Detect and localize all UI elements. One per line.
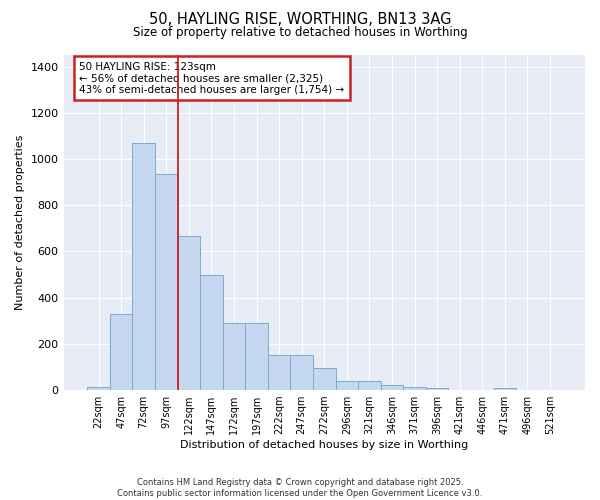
Bar [87,386,110,390]
Text: 50, HAYLING RISE, WORTHING, BN13 3AG: 50, HAYLING RISE, WORTHING, BN13 3AG [149,12,451,28]
Bar [358,381,381,390]
Text: Size of property relative to detached houses in Worthing: Size of property relative to detached ho… [133,26,467,39]
Bar [223,323,245,390]
Text: Contains HM Land Registry data © Crown copyright and database right 2025.
Contai: Contains HM Land Registry data © Crown c… [118,478,482,498]
Bar [381,385,403,390]
Bar [268,356,290,390]
Bar [403,386,426,390]
Bar [155,174,178,390]
Bar [245,323,268,390]
X-axis label: Distribution of detached houses by size in Worthing: Distribution of detached houses by size … [180,440,469,450]
Bar [313,368,335,390]
Bar [178,236,200,390]
Bar [200,274,223,390]
Bar [110,314,133,390]
Bar [426,388,448,390]
Bar [494,388,516,390]
Text: 50 HAYLING RISE: 123sqm
← 56% of detached houses are smaller (2,325)
43% of semi: 50 HAYLING RISE: 123sqm ← 56% of detache… [79,62,344,95]
Bar [335,381,358,390]
Y-axis label: Number of detached properties: Number of detached properties [15,135,25,310]
Bar [290,356,313,390]
Bar [133,143,155,390]
